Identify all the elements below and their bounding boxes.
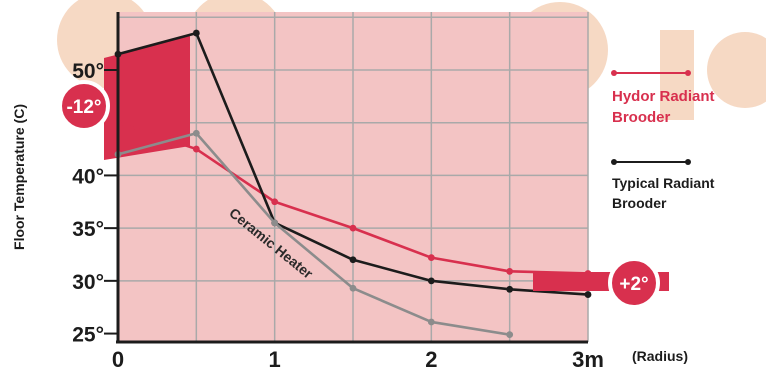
difference-badge-left-text: -12° <box>66 97 101 118</box>
y-axis-title: Floor Temperature (C) <box>11 104 27 250</box>
legend-label-hydor-line1: Hydor Radiant <box>612 88 715 105</box>
legend-label-typical: Typical Radiant Brooder <box>612 175 718 211</box>
difference-badge-right-text: +2° <box>619 274 648 295</box>
series-point-0 <box>506 267 514 275</box>
series-point-1 <box>584 291 592 298</box>
y-tick-label: 25° <box>72 324 104 347</box>
y-tick-label: 35° <box>72 218 104 241</box>
x-tick-label: 0 <box>112 347 124 372</box>
series-point-2 <box>506 331 514 339</box>
legend-label-typical-line1: Typical Radiant <box>612 175 715 191</box>
series-point-2 <box>271 219 279 227</box>
series-point-0 <box>427 254 435 262</box>
difference-badge-left: -12° <box>58 80 110 132</box>
tick-labels: 0 1 2 3m 25° 30° 35° 40° 50° <box>72 60 604 372</box>
series-point-0 <box>192 145 200 153</box>
series-point-1 <box>192 29 200 37</box>
y-tick-label: 30° <box>72 271 104 294</box>
difference-badge-right: +2° <box>608 257 660 309</box>
legend-item-hydor: Hydor Radiant Brooder <box>611 70 719 126</box>
legend-label-typical-line2: Brooder <box>612 195 667 211</box>
series-point-1 <box>506 285 514 293</box>
legend-label-hydor-line2: Brooder <box>612 109 671 126</box>
y-tick-label: 50° <box>72 60 104 83</box>
series-point-1 <box>349 256 357 264</box>
legend: Hydor Radiant Brooder Typical Radiant Br… <box>611 70 719 211</box>
x-axis-title: (Radius) <box>632 348 688 364</box>
series-point-2 <box>349 284 357 292</box>
difference-band-left <box>104 36 190 160</box>
series-point-2 <box>427 318 435 326</box>
legend-item-typical: Typical Radiant Brooder <box>611 159 718 211</box>
series-point-0 <box>271 198 279 206</box>
legend-label-hydor: Hydor Radiant Brooder <box>612 88 719 126</box>
x-tick-label: 2 <box>425 347 437 372</box>
x-tick-label: 1 <box>269 347 281 372</box>
series-point-2 <box>192 129 200 137</box>
x-tick-label: 3m <box>572 347 604 372</box>
y-tick-label: 40° <box>72 165 104 188</box>
series-line-2 <box>117 131 510 336</box>
series-point-0 <box>349 224 357 232</box>
series-point-1 <box>427 277 435 285</box>
